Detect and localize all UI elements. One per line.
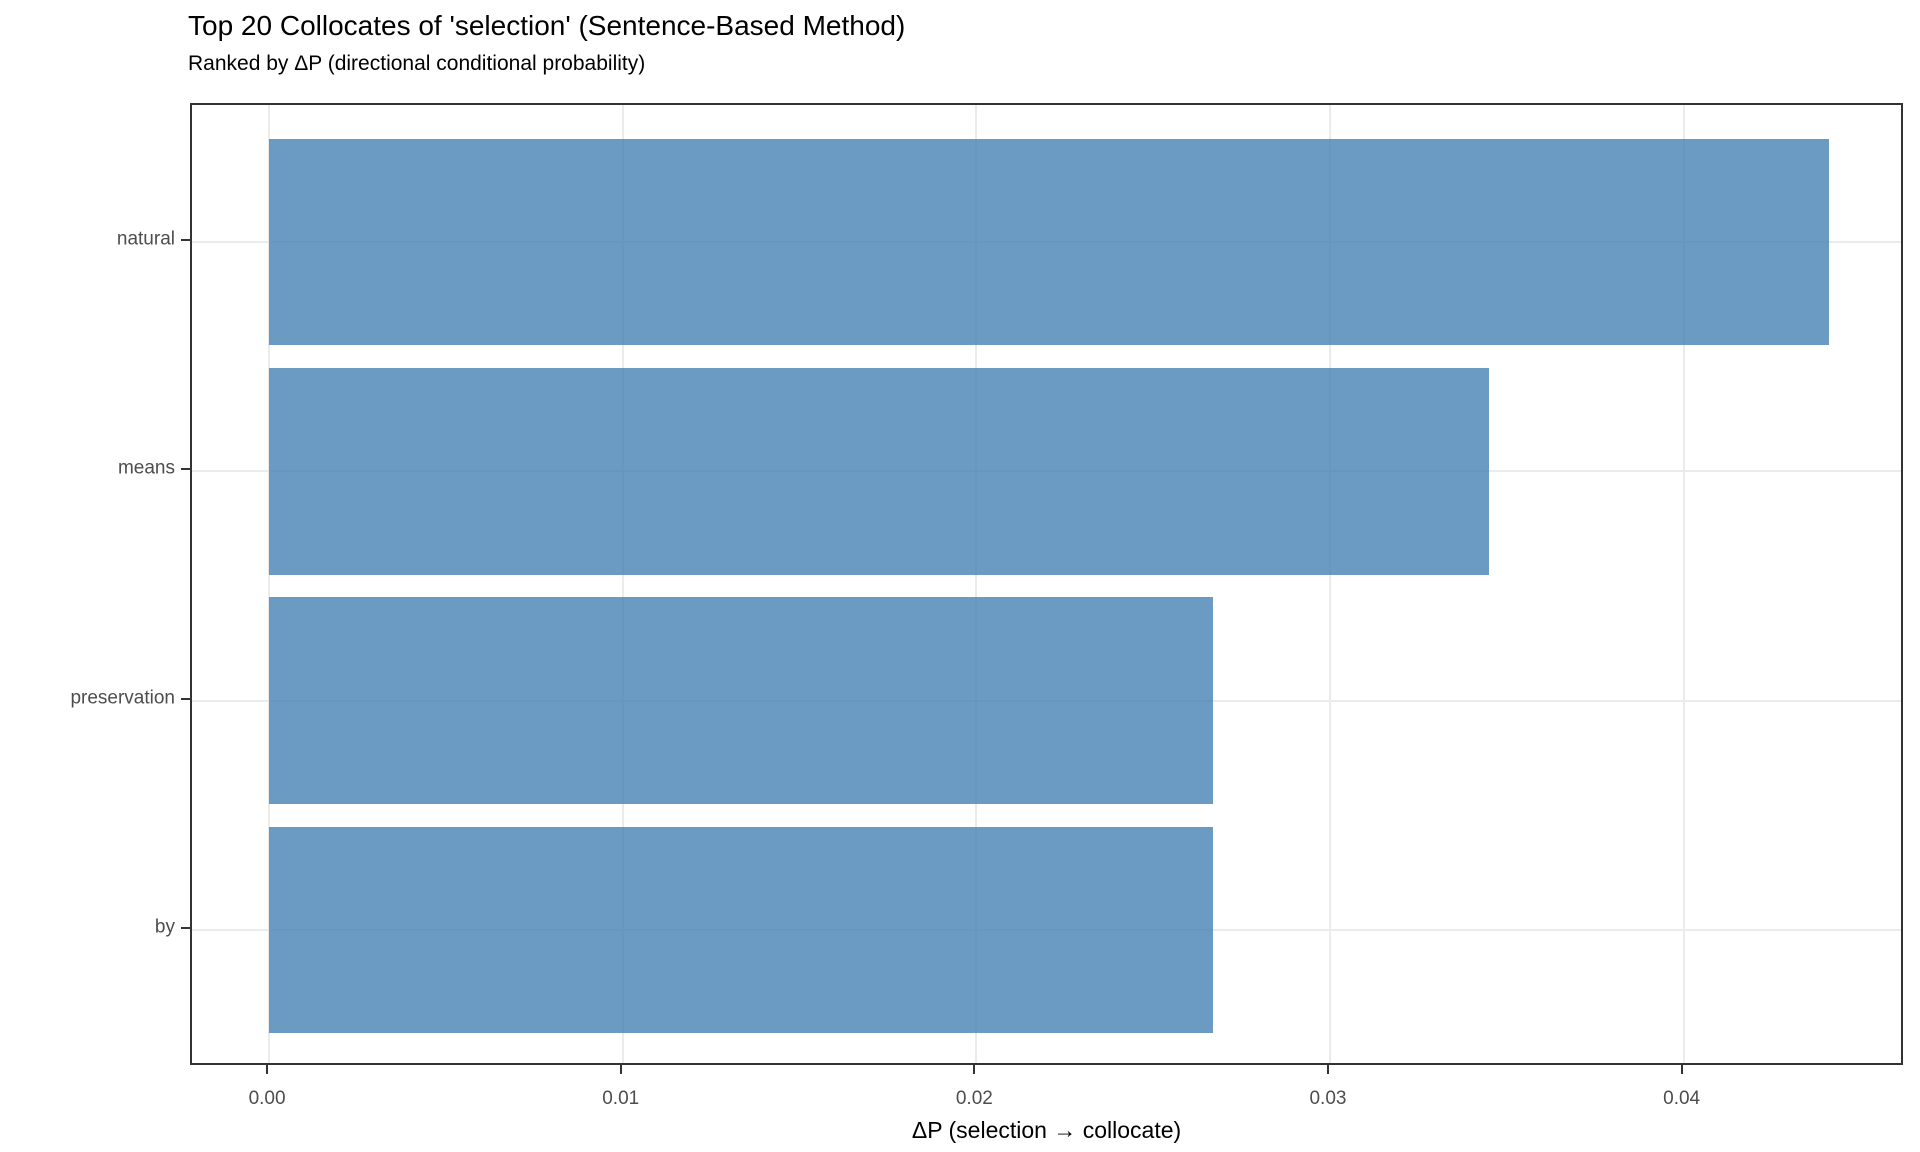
gridline-x-0.00: [268, 105, 271, 1063]
x-tick-mark-0.00: [266, 1065, 269, 1074]
x-axis-title: ΔP (selection → collocate): [911, 1117, 1182, 1143]
chart-subtitle: Ranked by ΔP (directional conditional pr…: [188, 52, 646, 75]
gridline-x-0.04: [1682, 105, 1685, 1063]
bar-preservation: [269, 597, 1214, 804]
y-tick-mark-natural: [181, 239, 190, 242]
y-tick-mark-preservation: [181, 697, 190, 700]
x-tick-label-0.02: 0.02: [955, 1088, 993, 1109]
y-tick-label-natural: natural: [116, 228, 175, 250]
y-tick-label-preservation: preservation: [70, 687, 175, 709]
y-tick-label-means: means: [117, 458, 175, 480]
x-tick-label-0.04: 0.04: [1663, 1088, 1701, 1109]
x-tick-mark-0.01: [619, 1065, 622, 1074]
gridline-x-0.01: [621, 105, 624, 1063]
x-tick-label-0.00: 0.00: [248, 1088, 286, 1109]
x-tick-mark-0.03: [1326, 1065, 1329, 1074]
chart-title: Top 20 Collocates of 'selection' (Senten…: [188, 10, 906, 41]
y-tick-mark-by: [181, 926, 190, 929]
gridline-x-0.03: [1328, 105, 1331, 1063]
plot-panel: [190, 103, 1903, 1065]
x-tick-label-0.01: 0.01: [602, 1088, 640, 1109]
y-tick-mark-means: [181, 468, 190, 471]
bar-by: [269, 826, 1214, 1033]
x-tick-label-0.03: 0.03: [1309, 1088, 1347, 1109]
bar-means: [269, 368, 1490, 575]
x-tick-mark-0.04: [1680, 1065, 1683, 1074]
gridline-x-0.02: [975, 105, 978, 1063]
x-tick-mark-0.02: [973, 1065, 976, 1074]
bar-natural: [269, 139, 1829, 346]
y-tick-label-by: by: [154, 916, 175, 938]
